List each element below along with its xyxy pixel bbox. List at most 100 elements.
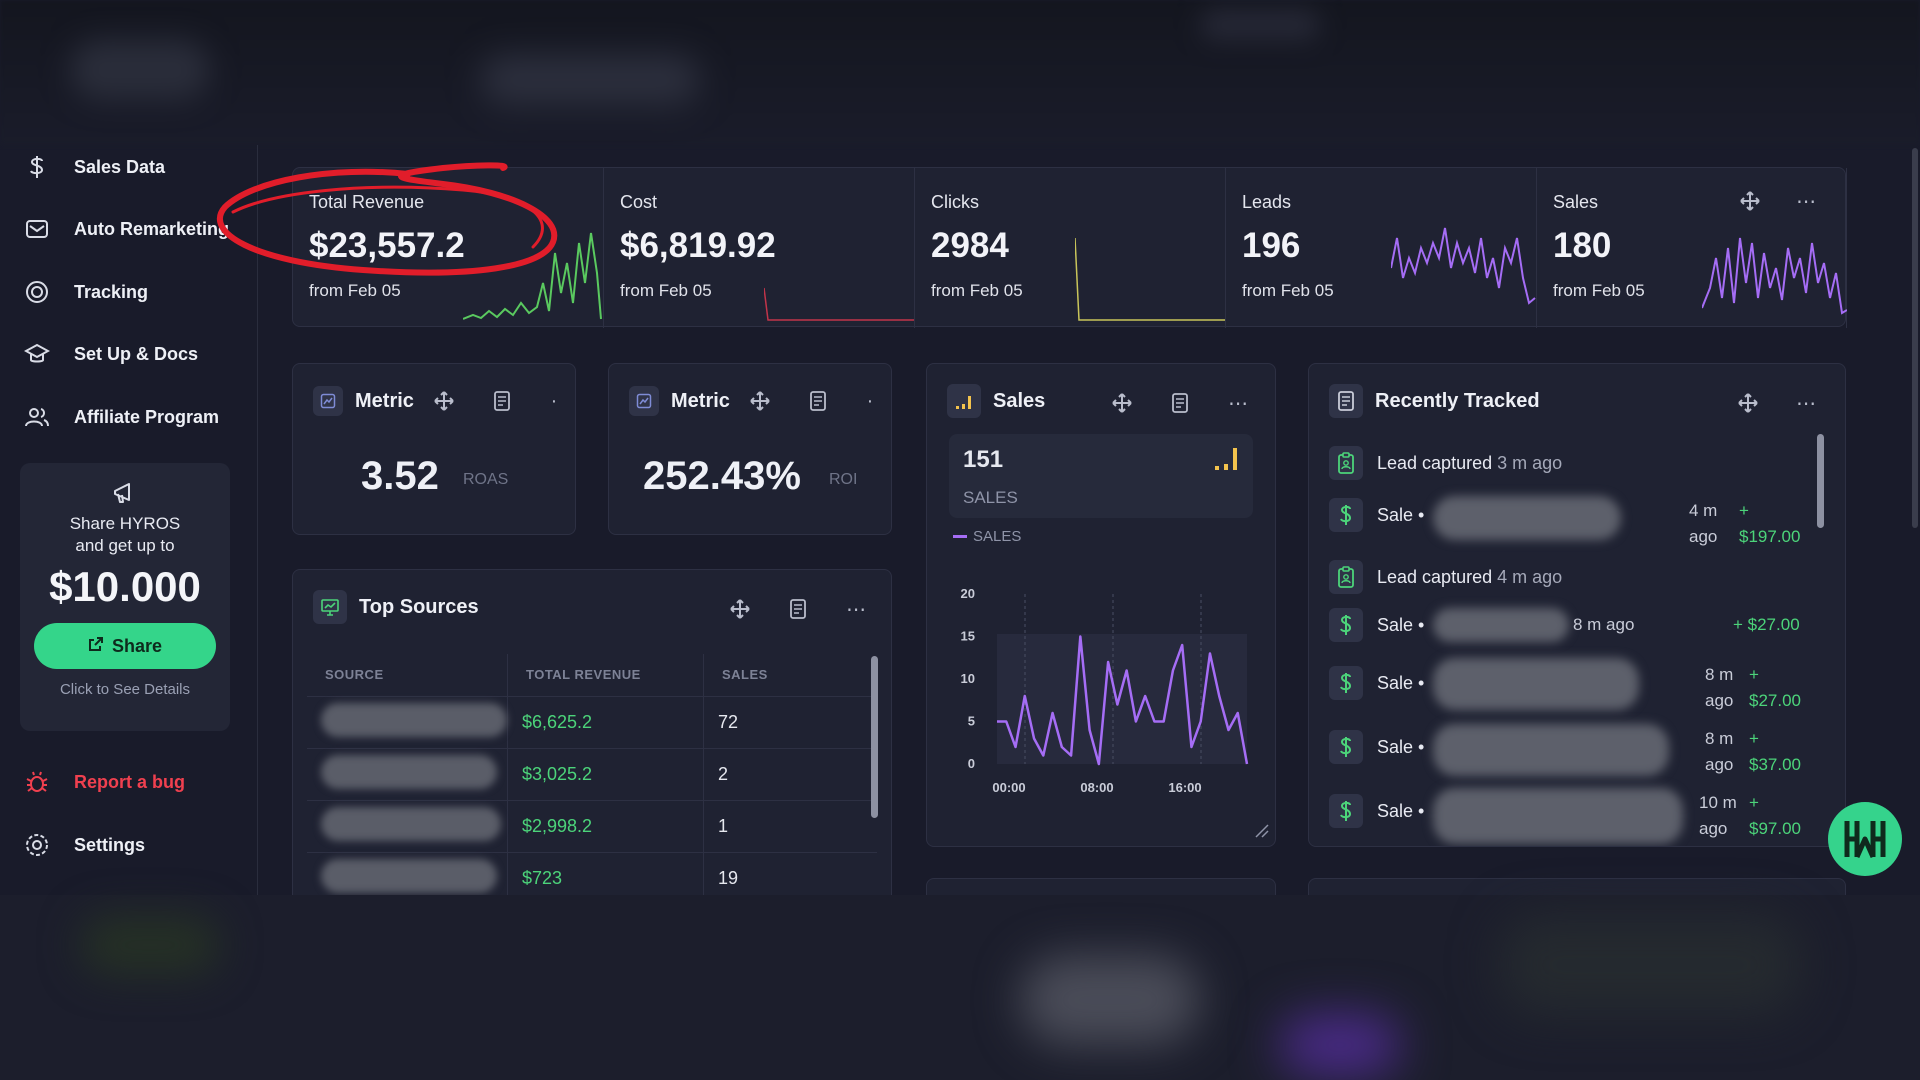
table-scrollbar[interactable] <box>871 656 878 818</box>
gear-icon <box>24 832 50 858</box>
table-row[interactable]: $3,025.2 2 <box>307 748 877 801</box>
activity-item-lead[interactable]: Lead captured 4 m ago <box>1329 560 1562 594</box>
kpi-clicks[interactable]: Clicks 2984 from Feb 05 <box>915 168 1226 328</box>
notes-icon[interactable] <box>805 388 831 414</box>
notes-icon[interactable] <box>1167 390 1193 416</box>
time-line-2: ago <box>1699 819 1728 838</box>
share-promo-card: Share HYROS and get up to $10.000 Share C… <box>20 463 230 731</box>
amount-sign: + <box>1749 793 1759 812</box>
more-options-icon[interactable]: ⋯ <box>1796 190 1816 213</box>
recently-tracked-title: Recently Tracked <box>1375 389 1540 412</box>
blurred-header <box>0 0 1920 145</box>
more-options-icon[interactable]: ⋯ <box>1228 392 1248 415</box>
column-header-revenue[interactable]: TOTAL REVENUE <box>507 654 704 697</box>
redacted-source <box>321 858 497 893</box>
metric-card-roas: Metric · 3.52 ROAS <box>292 363 576 535</box>
x-tick-label: 16:00 <box>1168 780 1201 795</box>
source-cell-redacted <box>307 696 508 749</box>
presentation-chart-icon <box>313 590 347 624</box>
activity-time: 3 m ago <box>1497 452 1563 473</box>
megaphone-icon <box>20 479 230 507</box>
hyros-chat-button[interactable] <box>1828 802 1902 876</box>
amount-sign: + <box>1749 729 1759 748</box>
kpi-sales[interactable]: Sales 180 from Feb 05 ⋯ <box>1537 168 1847 328</box>
chart-legend: SALES <box>953 528 1021 545</box>
kpi-label: Sales <box>1553 192 1599 212</box>
report-bug-link[interactable]: Report a bug <box>24 762 185 802</box>
column-header-sales[interactable]: SALES <box>703 654 877 697</box>
dollar-icon <box>1329 730 1363 764</box>
sidebar-item-settings[interactable]: Settings <box>24 825 145 865</box>
activity-item-lead[interactable]: Lead captured 3 m ago <box>1329 446 1562 480</box>
source-cell-redacted <box>307 748 508 801</box>
sidebar-item-affiliate-program[interactable]: Affiliate Program <box>24 397 219 437</box>
page-scrollbar[interactable] <box>1912 148 1918 528</box>
chart-icon <box>629 386 659 416</box>
metric-title: Metric <box>355 389 414 412</box>
column-header-source[interactable]: SOURCE <box>307 654 508 697</box>
sales-line-chart[interactable]: 0 5 10 15 20 00:00 08:00 16:00 <box>937 574 1267 814</box>
hyros-logo-icon <box>1844 821 1886 859</box>
redacted-customer <box>1433 788 1683 844</box>
drag-handle-icon[interactable] <box>1735 390 1761 416</box>
more-options-icon[interactable]: ⋯ <box>846 598 866 621</box>
activity-item-sale[interactable]: Sale • <box>1329 730 1424 764</box>
activity-item-sale[interactable]: Sale • <box>1329 794 1424 828</box>
activity-amount: + $27.00 <box>1749 662 1801 714</box>
kpi-leads[interactable]: Leads 196 from Feb 05 <box>1226 168 1537 328</box>
table-row[interactable]: $723 19 <box>307 852 877 895</box>
kpi-cost[interactable]: Cost $6,819.92 from Feb 05 <box>604 168 915 328</box>
drag-handle-icon[interactable] <box>1737 188 1763 214</box>
amount-sign: + <box>1739 501 1749 520</box>
sidebar-item-setup-docs[interactable]: Set Up & Docs <box>24 334 198 374</box>
table-row[interactable]: $2,998.2 1 <box>307 800 877 853</box>
clipboard-icon <box>1329 446 1363 480</box>
redacted-customer <box>1433 496 1621 540</box>
time-line-2: ago <box>1705 755 1734 774</box>
time-line-1: 10 m <box>1699 793 1737 812</box>
notes-icon[interactable] <box>489 388 515 414</box>
activity-amount: + $197.00 <box>1739 498 1800 550</box>
sidebar-item-label: Auto Remarketing <box>74 218 230 239</box>
drag-handle-icon[interactable] <box>727 596 753 622</box>
kpi-label: Cost <box>620 192 658 212</box>
more-options-icon[interactable]: · <box>550 389 558 412</box>
table-row[interactable]: $6,625.2 72 <box>307 696 877 749</box>
activity-item-sale[interactable]: Sale • <box>1329 608 1424 642</box>
share-details-link[interactable]: Click to See Details <box>59 681 191 698</box>
x-tick-label: 08:00 <box>1080 780 1113 795</box>
activity-amount: + $97.00 <box>1749 790 1801 842</box>
sales-sparkline <box>1702 237 1847 315</box>
sidebar-item-sales-data[interactable]: Sales Data <box>24 147 165 187</box>
redacted-source <box>321 702 507 737</box>
clipboard-icon <box>1329 560 1363 594</box>
notes-icon[interactable] <box>785 596 811 622</box>
sidebar-item-auto-remarketing[interactable]: Auto Remarketing <box>24 209 229 249</box>
revenue-cell: $6,625.2 <box>507 696 704 749</box>
drag-handle-icon[interactable] <box>1109 390 1135 416</box>
kpi-total-revenue[interactable]: Total Revenue $23,557.2 from Feb 05 <box>293 168 604 328</box>
drag-handle-icon[interactable] <box>431 388 457 414</box>
series-line-sales[interactable] <box>997 635 1249 766</box>
kpi-value: $6,819.92 <box>620 226 776 265</box>
source-cell-redacted <box>307 852 508 895</box>
cost-sparkline <box>764 287 914 321</box>
resize-handle-icon[interactable] <box>1253 822 1269 838</box>
activity-amount: + $37.00 <box>1749 726 1801 778</box>
more-options-icon[interactable]: ⋯ <box>1796 392 1816 415</box>
settings-label: Settings <box>74 834 146 855</box>
top-sources-card: Top Sources ⋯ SOURCE TOTAL REVENUE SALES… <box>292 569 892 895</box>
sidebar-item-tracking[interactable]: Tracking <box>24 272 148 312</box>
top-sources-title: Top Sources <box>359 595 479 618</box>
activity-time: 8 m ago <box>1573 615 1635 634</box>
activity-scrollbar[interactable] <box>1817 434 1824 528</box>
bar-signal-icon <box>1215 448 1237 470</box>
more-options-icon[interactable]: · <box>866 389 874 412</box>
share-button[interactable]: Share <box>34 623 216 669</box>
activity-item-sale[interactable]: Sale • <box>1329 498 1424 532</box>
drag-handle-icon[interactable] <box>747 388 773 414</box>
report-bug-label: Report a bug <box>74 771 185 792</box>
activity-text: Sale • <box>1377 800 1425 821</box>
kpi-label: Leads <box>1242 192 1292 212</box>
activity-item-sale[interactable]: Sale • <box>1329 666 1424 700</box>
